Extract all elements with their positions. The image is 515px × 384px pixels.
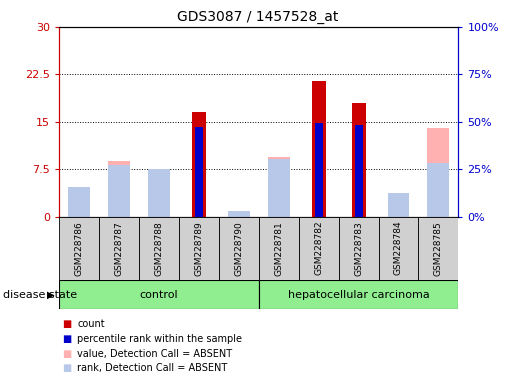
Bar	[195, 127, 203, 217]
Text: percentile rank within the sample: percentile rank within the sample	[77, 334, 242, 344]
Text: GDS3087 / 1457528_at: GDS3087 / 1457528_at	[177, 10, 338, 23]
Text: hepatocellular carcinoma: hepatocellular carcinoma	[288, 290, 430, 300]
Text: GSM228788: GSM228788	[154, 221, 163, 275]
Bar	[387, 211, 409, 217]
Bar	[268, 157, 290, 217]
Bar	[354, 125, 363, 217]
Bar	[352, 103, 366, 217]
Text: GSM228783: GSM228783	[354, 221, 363, 275]
Bar	[259, 280, 458, 309]
Text: rank, Detection Call = ABSENT: rank, Detection Call = ABSENT	[77, 363, 228, 373]
Text: ■: ■	[62, 363, 71, 373]
Bar	[379, 217, 418, 280]
Bar	[68, 187, 90, 217]
Bar	[299, 217, 339, 280]
Text: ▶: ▶	[47, 290, 54, 300]
Bar	[59, 217, 99, 280]
Text: GSM228781: GSM228781	[274, 221, 283, 275]
Text: ■: ■	[62, 349, 71, 359]
Bar	[99, 217, 139, 280]
Text: value, Detection Call = ABSENT: value, Detection Call = ABSENT	[77, 349, 232, 359]
Bar	[418, 217, 458, 280]
Bar	[339, 217, 379, 280]
Text: count: count	[77, 319, 105, 329]
Bar	[259, 217, 299, 280]
Text: ■: ■	[62, 319, 71, 329]
Bar	[427, 128, 450, 217]
Bar	[192, 113, 206, 217]
Text: ■: ■	[62, 334, 71, 344]
Text: GSM228789: GSM228789	[195, 221, 203, 275]
Text: control: control	[140, 290, 178, 300]
Bar	[59, 280, 259, 309]
Bar	[427, 163, 450, 217]
Bar	[148, 171, 170, 217]
Bar	[315, 123, 322, 217]
Bar	[108, 165, 130, 217]
Bar	[387, 193, 409, 217]
Text: GSM228784: GSM228784	[394, 221, 403, 275]
Bar	[179, 217, 219, 280]
Bar	[148, 169, 170, 217]
Bar	[312, 81, 325, 217]
Text: GSM228782: GSM228782	[314, 221, 323, 275]
Text: GSM228786: GSM228786	[75, 221, 83, 275]
Bar	[219, 217, 259, 280]
Bar	[108, 161, 130, 217]
Bar	[139, 217, 179, 280]
Text: GSM228787: GSM228787	[115, 221, 124, 275]
Text: disease state: disease state	[3, 290, 77, 300]
Text: GSM228790: GSM228790	[234, 221, 243, 275]
Bar	[228, 211, 250, 217]
Bar	[268, 159, 290, 217]
Text: GSM228785: GSM228785	[434, 221, 443, 275]
Bar	[68, 205, 90, 217]
